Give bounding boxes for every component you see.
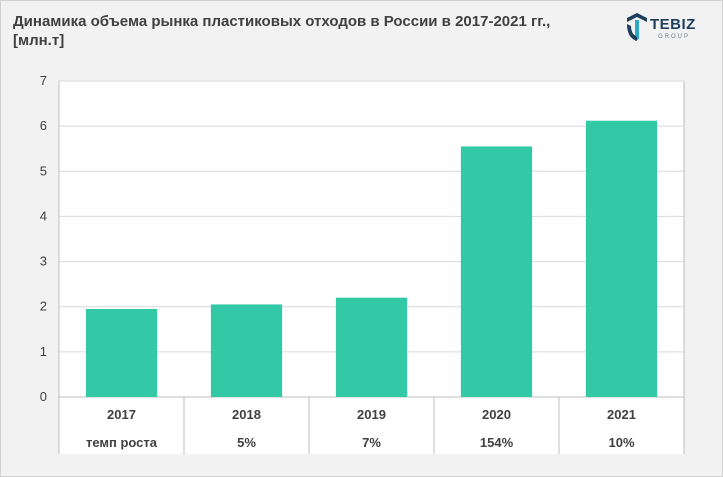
y-tick-label-6: 6 <box>40 118 47 133</box>
y-tick-label-0: 0 <box>40 389 47 404</box>
logo-subtitle: GROUP <box>658 34 691 40</box>
y-tick-label-1: 1 <box>40 344 47 359</box>
gridlines <box>59 80 684 398</box>
y-tick-label-7: 7 <box>40 73 47 88</box>
y-tick-label-4: 4 <box>40 208 47 223</box>
bar-2019 <box>335 297 408 397</box>
growth-rate-2019: 7% <box>362 435 381 450</box>
tebiz-logo-icon <box>627 13 647 41</box>
tebiz-logo: TEBIZ GROUP <box>624 12 710 46</box>
x-category-label-2020: 2020 <box>482 407 511 422</box>
growth-rate-2021: 10% <box>608 435 634 450</box>
y-tick-label-3: 3 <box>40 254 47 269</box>
growth-rate-2018: 5% <box>237 435 256 450</box>
x-category-label-2019: 2019 <box>357 407 386 422</box>
y-tick-label-5: 5 <box>40 163 47 178</box>
growth-rate-2020: 154% <box>480 435 514 450</box>
logo-name: TEBIZ <box>650 16 696 33</box>
x-category-label-2017: 2017 <box>107 407 136 422</box>
x-category-label-2021: 2021 <box>607 407 636 422</box>
y-tick-label-2: 2 <box>40 299 47 314</box>
bar-2021 <box>585 120 658 398</box>
x-category-label-2018: 2018 <box>232 407 261 422</box>
bar-2018 <box>210 304 283 397</box>
chart-title: Динамика объема рынка пластиковых отходо… <box>13 13 551 49</box>
category-table: 2017 темп роста 2018 5% 2019 7% 2020 154% 2021 10… <box>58 397 685 454</box>
bars <box>85 120 658 398</box>
growth-rate-row-label: темп роста <box>86 435 158 450</box>
y-axis: 0 1 2 3 4 5 6 7 <box>40 73 685 454</box>
bar-2017 <box>85 308 158 397</box>
bar-2020 <box>460 146 533 397</box>
